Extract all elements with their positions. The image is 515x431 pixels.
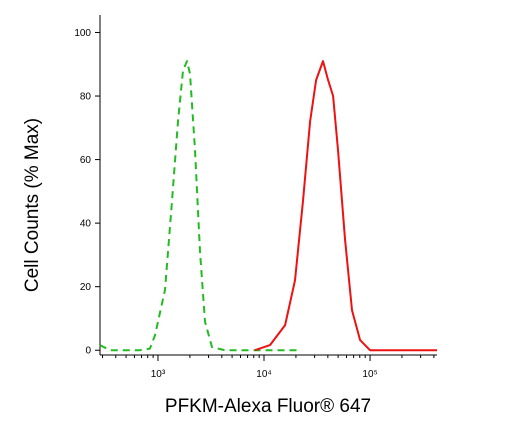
histogram-line (99, 60, 301, 352)
x-axis-title: PFKM-Alexa Fluor® 647 (165, 396, 371, 417)
y-tick-label: 60 (80, 155, 92, 166)
x-tick-label: 10⁵ (362, 369, 377, 380)
y-tick-label: 40 (80, 219, 92, 230)
x-tick-label: 10⁴ (256, 369, 271, 380)
y-tick-label: 100 (74, 28, 91, 39)
histogram-line (254, 60, 437, 352)
y-tick-label: 0 (85, 346, 91, 357)
y-axis-title: Cell Counts (% Max) (22, 118, 43, 292)
x-tick-label: 10³ (151, 369, 166, 380)
y-tick-label: 80 (80, 92, 92, 103)
y-tick-label: 20 (80, 282, 92, 293)
